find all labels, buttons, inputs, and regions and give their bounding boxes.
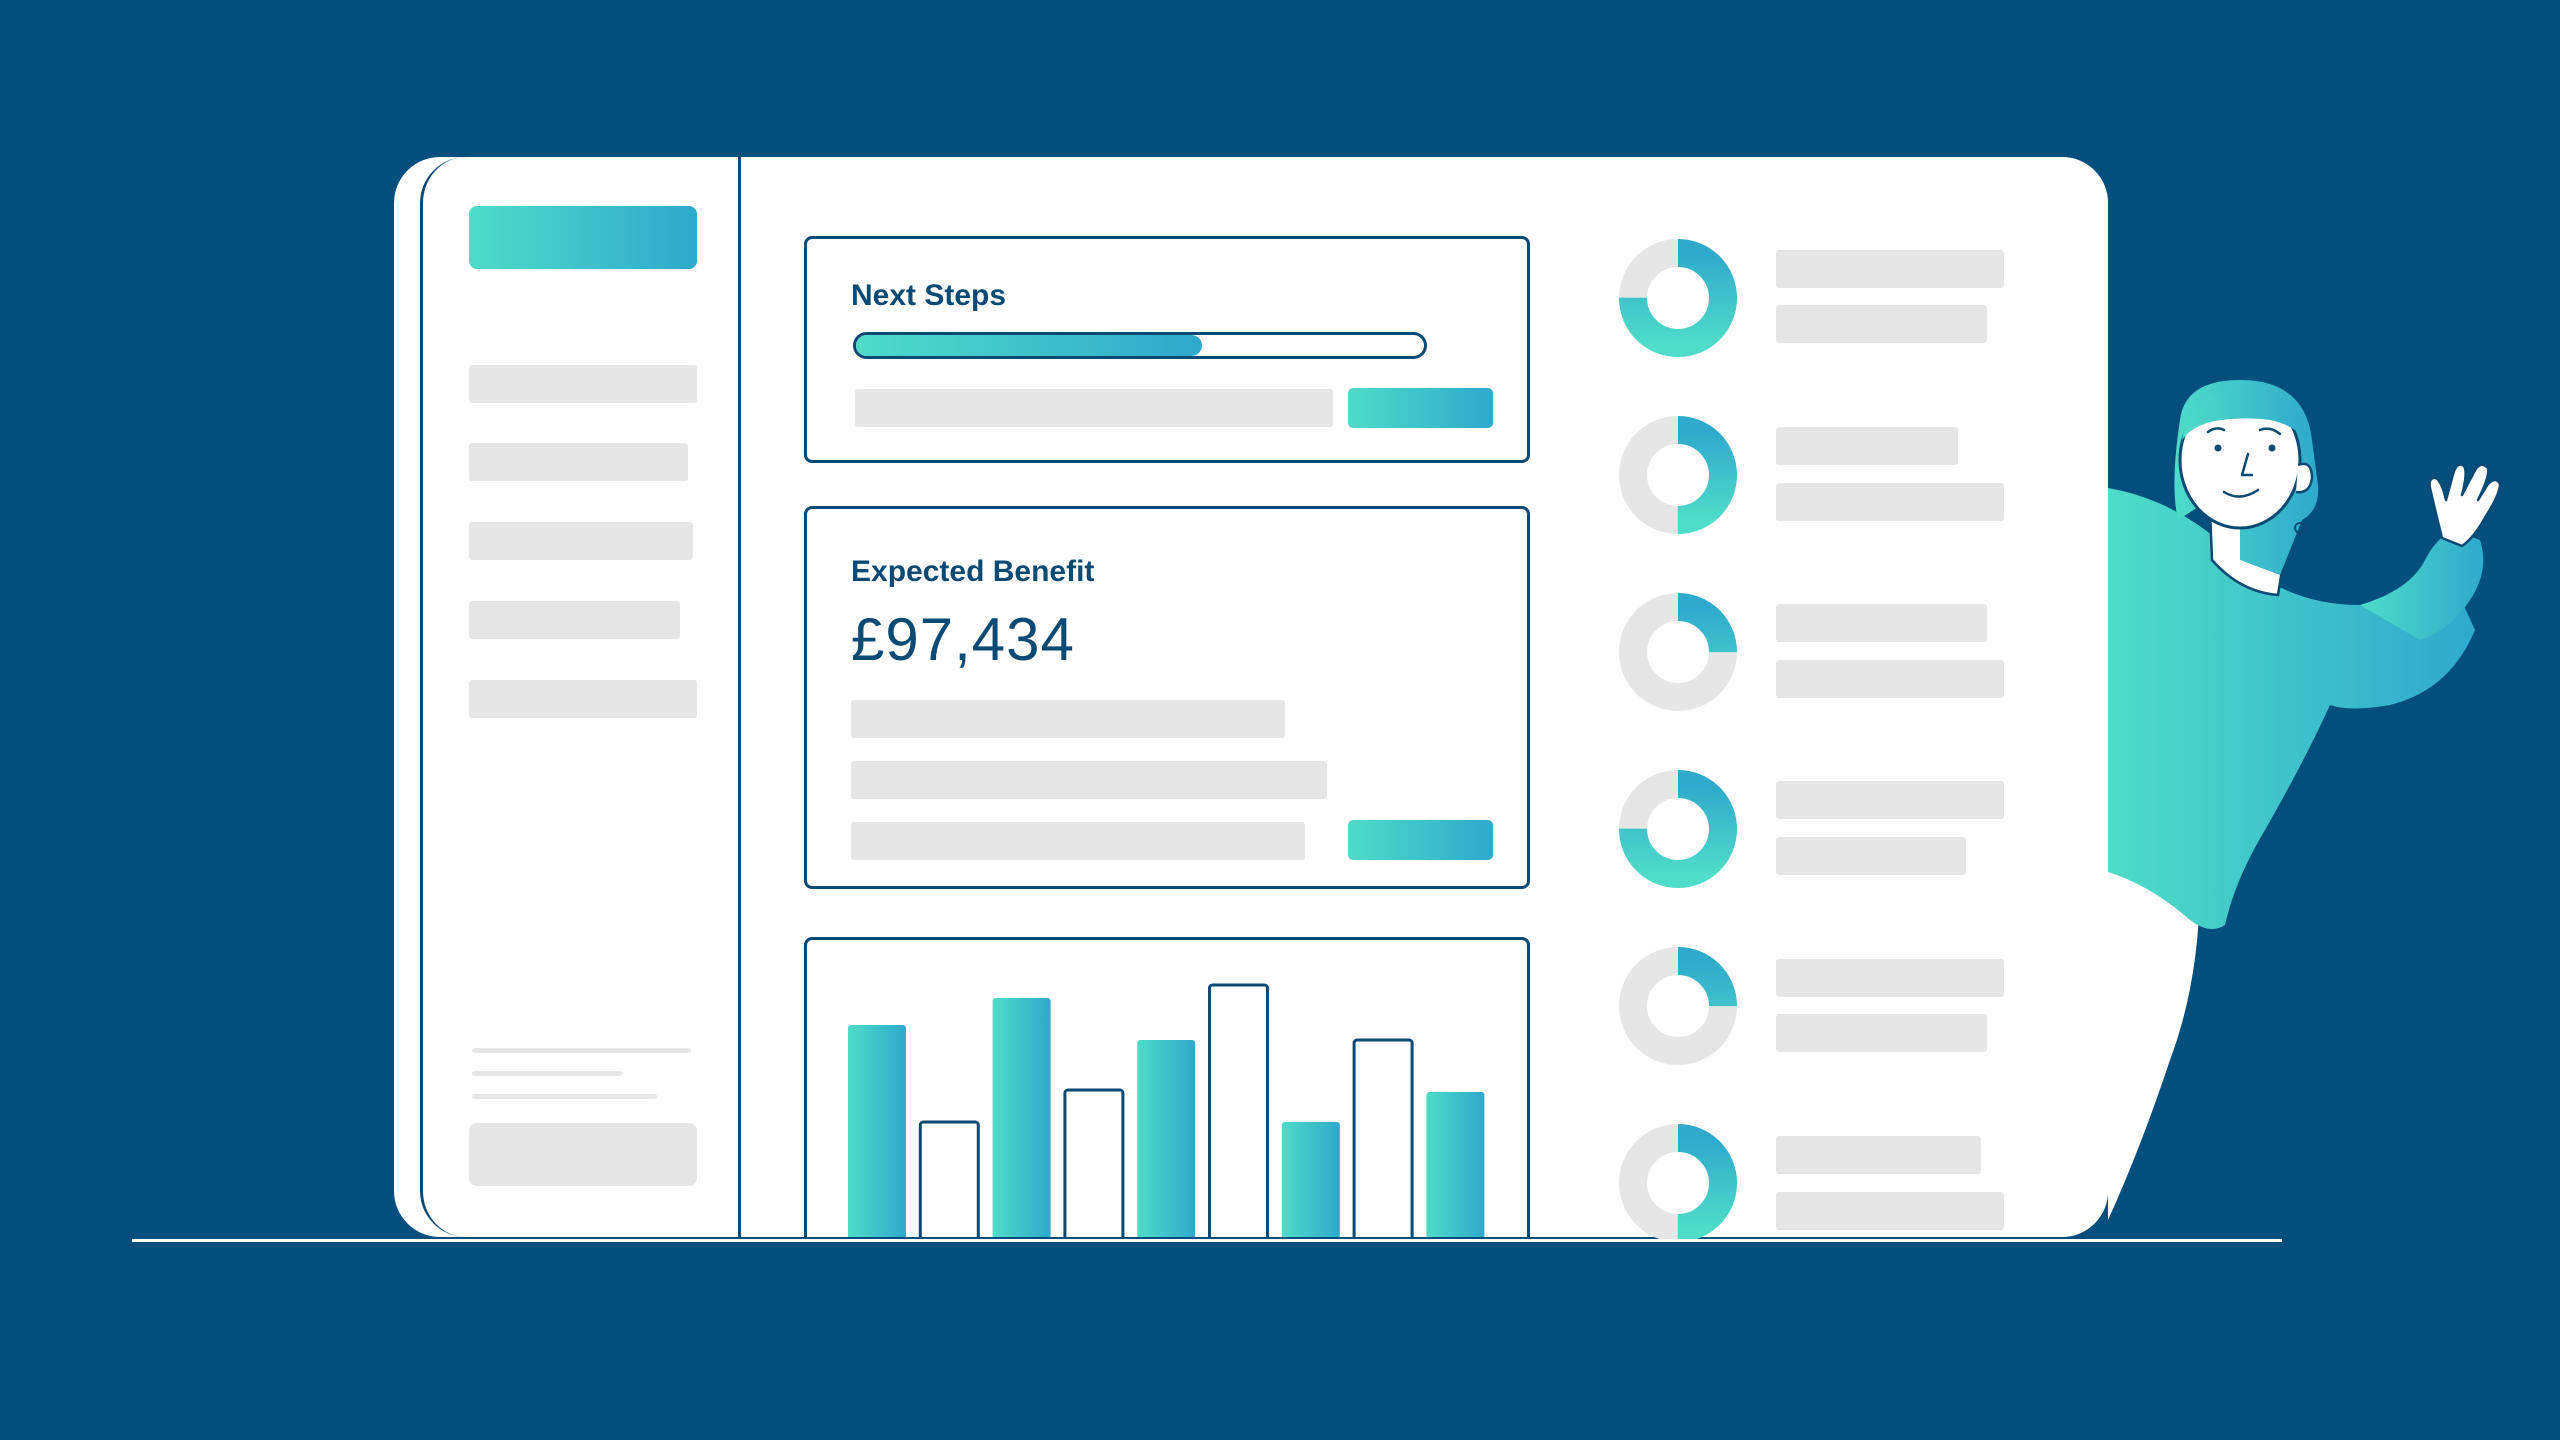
- donut-value-arc: [1619, 770, 1737, 888]
- donut-label-placeholder: [1776, 604, 1987, 642]
- expected-benefit-action-button[interactable]: [1348, 820, 1493, 860]
- sidebar-nav-item[interactable]: [469, 680, 697, 718]
- sidebar-footer-button[interactable]: [469, 1123, 697, 1186]
- chart-bar: [918, 1120, 980, 1237]
- next-steps-card: Next Steps: [804, 236, 1530, 463]
- person-torso: [2108, 488, 2475, 929]
- donut-label-placeholder: [1776, 959, 2004, 997]
- waving-person-illustration: [2108, 380, 2502, 1220]
- donut-label-placeholder: [1776, 250, 2004, 288]
- donut-chart: [1619, 416, 1737, 534]
- person-nose: [2240, 452, 2254, 477]
- chart-bar: [1063, 1088, 1125, 1237]
- next-steps-progress-bar: [853, 332, 1427, 359]
- chart-bar: [1352, 1038, 1414, 1237]
- expected-benefit-text-placeholder: [851, 700, 1285, 738]
- chart-bar: [1426, 1092, 1485, 1237]
- person-arm: [2360, 530, 2484, 640]
- donut-chart: [1619, 770, 1737, 888]
- chart-bar: [848, 1025, 906, 1237]
- person-eyebrow: [2206, 427, 2226, 434]
- sidebar-text-line: [472, 1094, 657, 1099]
- person-legs: [2108, 860, 2200, 1220]
- bar-chart-card: [804, 937, 1530, 1237]
- donut-value-arc: [1619, 593, 1737, 711]
- expected-benefit-text-placeholder: [851, 822, 1305, 860]
- chart-bar: [992, 998, 1051, 1237]
- donut-value-arc: [1619, 1124, 1737, 1242]
- donut-label-placeholder: [1776, 427, 1958, 465]
- chart-bar: [1137, 1040, 1196, 1237]
- person-earring: [2294, 522, 2306, 534]
- donut-label-placeholder: [1776, 1014, 1987, 1052]
- sidebar-nav-item[interactable]: [469, 443, 688, 481]
- person-eyebrow: [2258, 427, 2282, 436]
- donut-label-placeholder: [1776, 781, 2004, 819]
- donut-value-arc: [1619, 416, 1737, 534]
- expected-benefit-card: Expected Benefit £97,434: [804, 506, 1530, 889]
- chart-bar: [1208, 983, 1269, 1237]
- person-hand: [2428, 463, 2502, 548]
- next-steps-progress-fill: [856, 335, 1203, 356]
- donut-label-placeholder: [1776, 660, 2004, 698]
- donut-chart: [1619, 239, 1737, 357]
- sidebar-nav-item[interactable]: [469, 601, 680, 639]
- person-eye: [2214, 444, 2222, 452]
- donut-label-placeholder: [1776, 305, 1987, 343]
- donut-value-arc: [1619, 239, 1737, 357]
- bar-chart: [848, 983, 1485, 1237]
- chart-bar: [1281, 1122, 1340, 1237]
- sidebar-nav-item[interactable]: [469, 365, 697, 403]
- sidebar-divider: [738, 157, 741, 1237]
- next-steps-action-button[interactable]: [1348, 388, 1493, 428]
- next-steps-text-placeholder: [855, 389, 1333, 427]
- expected-benefit-value: £97,434: [851, 606, 1075, 673]
- sidebar-text-line: [472, 1071, 622, 1076]
- person-fringe: [2182, 390, 2312, 445]
- donut-chart: [1619, 947, 1737, 1065]
- sidebar-logo: [469, 206, 697, 269]
- donut-value-arc: [1619, 947, 1737, 1065]
- ground-line: [132, 1239, 2282, 1242]
- donut-label-placeholder: [1776, 483, 2004, 521]
- person-mouth: [2222, 488, 2260, 498]
- sidebar-nav-item[interactable]: [469, 522, 693, 560]
- expected-benefit-text-placeholder: [851, 761, 1327, 799]
- donut-chart: [1619, 593, 1737, 711]
- expected-benefit-title: Expected Benefit: [851, 555, 1095, 588]
- sidebar-text-line: [472, 1048, 691, 1053]
- next-steps-title: Next Steps: [851, 279, 1007, 312]
- donut-label-placeholder: [1776, 1192, 2004, 1230]
- donut-label-placeholder: [1776, 837, 1966, 875]
- person-ear: [2295, 462, 2314, 494]
- person-eye: [2268, 444, 2276, 452]
- donut-label-placeholder: [1776, 1136, 1981, 1174]
- donut-chart: [1619, 1124, 1737, 1242]
